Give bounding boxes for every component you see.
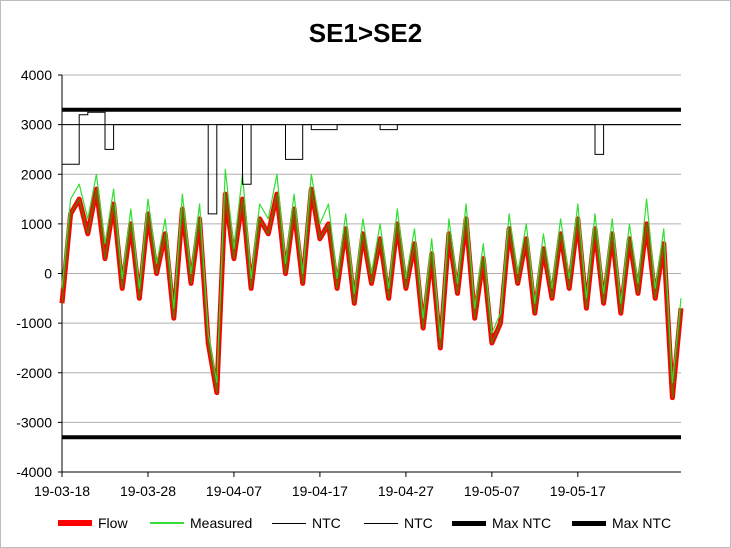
y-tick-label: 2000 bbox=[21, 166, 52, 182]
legend-swatch-max-ntc bbox=[452, 520, 486, 526]
y-axis-ticks: 4000 3000 2000 1000 0 -1000 -2000 -3000 -4000 bbox=[16, 67, 62, 480]
x-tick-label: 19-03-18 bbox=[34, 483, 90, 499]
legend-item-ntc-2: NTC bbox=[364, 512, 433, 534]
y-tick-label: 3000 bbox=[21, 117, 52, 133]
legend: Flow Measured NTC NTC Max NTC Max NTC bbox=[0, 512, 731, 534]
x-tick-label: 19-05-07 bbox=[464, 483, 520, 499]
y-tick-label: -1000 bbox=[16, 315, 52, 331]
x-tick-label: 19-05-17 bbox=[550, 483, 606, 499]
series-line-ntc bbox=[62, 111, 681, 215]
legend-label: Flow bbox=[98, 515, 128, 531]
x-axis-ticks: 19-03-18 19-03-28 19-04-07 19-04-17 19-04-27… bbox=[34, 472, 606, 499]
legend-item-max-ntc: Max NTC bbox=[452, 512, 551, 534]
y-tick-label: 1000 bbox=[21, 216, 52, 232]
legend-swatch-max-ntc bbox=[572, 520, 606, 526]
chart-title: SE1>SE2 bbox=[308, 18, 423, 48]
series-line-measured bbox=[61, 168, 682, 384]
legend-swatch-flow bbox=[58, 520, 92, 526]
legend-label: Max NTC bbox=[612, 515, 672, 531]
legend-label: Measured bbox=[190, 515, 253, 531]
legend-item-measured: Measured bbox=[150, 512, 252, 534]
series-line-flow-inner bbox=[61, 188, 682, 399]
y-tick-label: -4000 bbox=[16, 464, 52, 480]
x-tick-label: 19-03-28 bbox=[120, 483, 176, 499]
x-tick-label: 19-04-07 bbox=[206, 483, 262, 499]
legend-item-ntc: NTC bbox=[272, 512, 341, 534]
x-tick-label: 19-04-27 bbox=[378, 483, 434, 499]
legend-swatch-ntc bbox=[364, 522, 398, 524]
legend-label: Max NTC bbox=[492, 515, 552, 531]
y-tick-label: 0 bbox=[44, 266, 52, 282]
legend-label: NTC bbox=[312, 515, 341, 531]
y-tick-label: 4000 bbox=[21, 67, 52, 83]
series-lines bbox=[59, 107, 684, 440]
legend-item-max-ntc-2: Max NTC bbox=[572, 512, 671, 534]
legend-label: NTC bbox=[404, 515, 433, 531]
y-tick-label: -2000 bbox=[16, 365, 52, 381]
legend-swatch-measured bbox=[150, 522, 184, 524]
legend-item-flow: Flow bbox=[58, 512, 128, 534]
x-tick-label: 19-04-17 bbox=[292, 483, 348, 499]
legend-swatch-ntc bbox=[272, 522, 306, 524]
y-tick-label: -3000 bbox=[16, 414, 52, 430]
